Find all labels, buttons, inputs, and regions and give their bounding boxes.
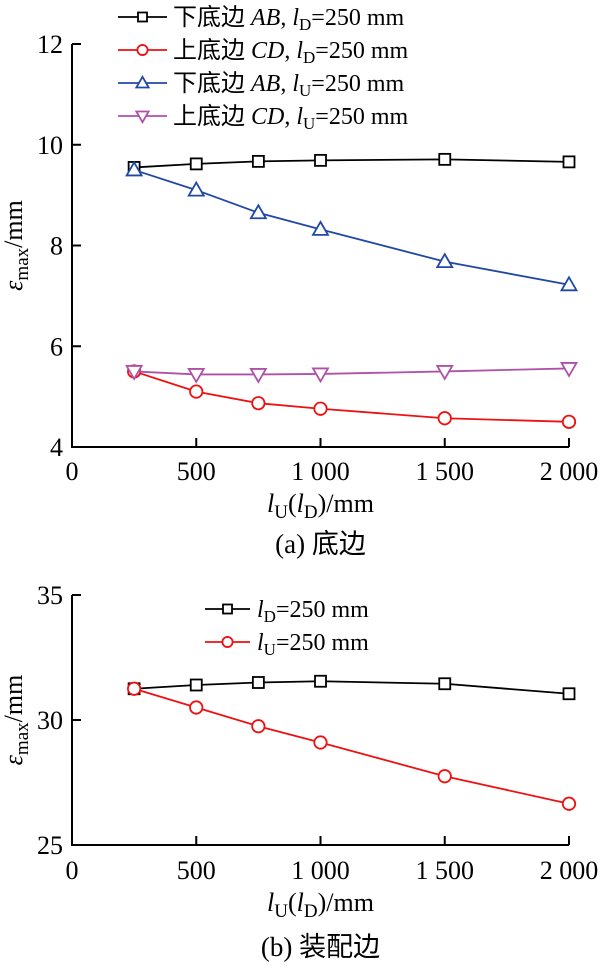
series-1-marker: [561, 414, 577, 429]
x-axis-label: lU(lD)/mm: [267, 489, 374, 523]
series-2-marker: [249, 203, 268, 220]
x-tick-label: 2 000: [540, 856, 599, 885]
series-2-marker: [311, 220, 330, 236]
series-2-marker: [187, 180, 206, 197]
series-1-marker: [437, 769, 452, 784]
series-2-marker: [125, 160, 144, 177]
series-0-marker: [251, 154, 265, 168]
series-0-marker: [438, 677, 452, 691]
series-2-line: [133, 169, 570, 286]
series-3-marker: [311, 367, 330, 384]
series-1-marker: [313, 401, 328, 416]
series-0-marker: [562, 155, 576, 169]
series-0-line: [134, 680, 570, 695]
y-tick-label: 35: [37, 581, 63, 610]
chart-caption: (b) 装配边: [261, 932, 380, 962]
chart-caption: (a) 底边: [275, 529, 366, 559]
x-tick-label: 1 000: [291, 457, 350, 486]
y-axis-label: εmax/mm: [0, 200, 33, 291]
x-tick-label: 1 500: [416, 457, 475, 486]
x-tick-label: 500: [177, 856, 216, 885]
x-tick-label: 1 000: [291, 856, 350, 885]
legend-marker: [221, 636, 234, 648]
series-3-marker: [187, 368, 206, 384]
series-0-marker: [438, 152, 452, 166]
x-axis-label: lU(lD)/mm: [267, 888, 374, 922]
series-1-marker: [251, 719, 266, 734]
x-tick-label: 0: [66, 856, 79, 885]
legend-marker: [137, 11, 148, 23]
series-0-marker: [189, 678, 203, 692]
series-1-marker: [251, 396, 266, 411]
legend-label: lD=250 mm: [257, 597, 369, 626]
axes: [71, 595, 569, 846]
y-tick-label: 25: [37, 831, 63, 860]
series-1-marker: [189, 700, 204, 715]
legend-marker: [134, 110, 151, 124]
series-0-marker: [189, 157, 203, 171]
axes: [71, 44, 569, 448]
legend-marker: [134, 75, 151, 89]
legend-label: 上底边 CD, lD=250 mm: [173, 37, 409, 67]
legend-label: 下底边 AB, lU=250 mm: [173, 70, 404, 100]
series-1-marker: [127, 681, 142, 696]
y-axis-label: εmax/mm: [0, 675, 33, 766]
legend-marker: [136, 44, 149, 56]
series-0-marker: [251, 676, 265, 689]
legend-label: 下底边 AB, lD=250 mm: [173, 4, 404, 34]
series-3-marker: [559, 362, 579, 378]
y-tick-label: 4: [50, 433, 63, 462]
y-tick-label: 6: [50, 332, 63, 361]
series-1-marker: [561, 796, 577, 811]
series-0-marker: [314, 674, 327, 688]
series-0-marker: [314, 153, 327, 167]
legend-marker: [222, 603, 233, 615]
y-tick-label: 30: [37, 706, 63, 735]
series-1-marker: [437, 411, 452, 426]
y-tick-label: 12: [37, 30, 63, 59]
series-0-line: [134, 158, 570, 169]
series-1-line: [133, 687, 570, 805]
series-3-line: [134, 367, 570, 376]
series-2-marker: [435, 252, 454, 269]
legend-label: lU=250 mm: [257, 630, 369, 659]
series-1-marker: [189, 384, 204, 399]
y-tick-label: 10: [37, 131, 63, 160]
chart-b: 25 30 35 0 500 1 000 1 500 2 000 lD=250 mm lU=250…: [0, 581, 598, 962]
series-3-marker: [249, 368, 268, 384]
chart-a: 4 6 8 10 12 0 500 1 000 1 500 2 000 下底边 AB, lD=250…: [0, 4, 598, 559]
series-2-marker: [559, 275, 579, 292]
y-tick-label: 8: [50, 232, 63, 261]
series-3-marker: [435, 365, 454, 381]
x-tick-label: 0: [66, 457, 79, 486]
series-0-marker: [562, 687, 576, 701]
x-tick-label: 500: [177, 457, 216, 486]
series-3-marker: [125, 365, 144, 381]
series-1-line: [133, 370, 570, 423]
legend-label: 上底边 CD, lU=250 mm: [173, 103, 409, 133]
x-tick-label: 1 500: [416, 856, 475, 885]
x-tick-label: 2 000: [540, 457, 599, 486]
series-1-marker: [313, 735, 328, 750]
